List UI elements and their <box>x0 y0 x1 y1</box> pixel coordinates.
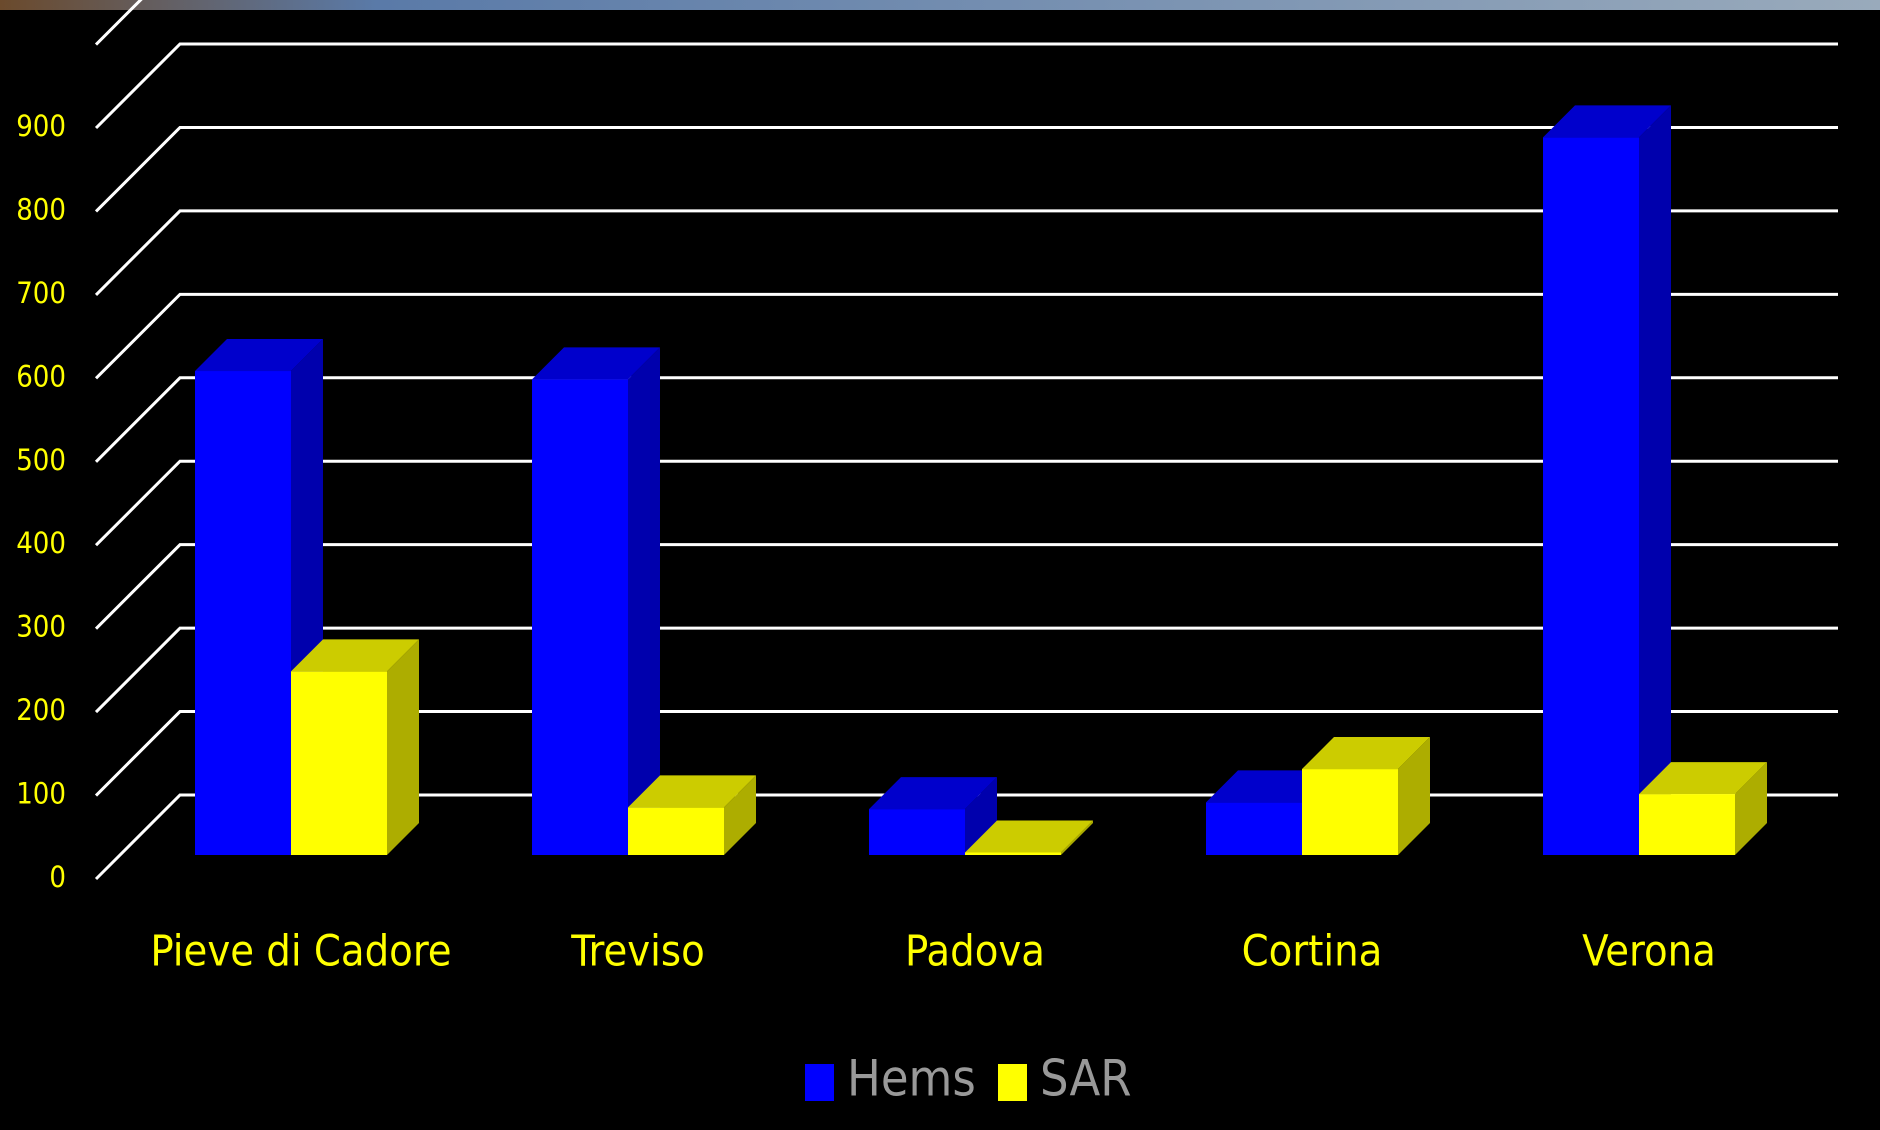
legend-swatch <box>805 1064 834 1101</box>
bar-side <box>1639 105 1671 855</box>
grid-line <box>94 209 1838 296</box>
bar <box>1639 794 1735 855</box>
y-tick-label: 0 <box>49 860 66 894</box>
grid-line <box>94 125 1838 213</box>
y-tick-label: 800 <box>16 192 66 226</box>
photo-strip <box>0 0 1880 10</box>
bar-side <box>387 639 419 855</box>
y-tick-label: 300 <box>16 610 66 644</box>
y-tick-label: 200 <box>16 693 66 727</box>
bar-side <box>965 777 997 855</box>
bar <box>1302 769 1398 855</box>
bar-top <box>532 347 660 380</box>
legend-swatch <box>998 1064 1027 1101</box>
bar <box>532 379 628 855</box>
bar-side <box>1735 762 1767 855</box>
grid-line <box>94 710 1838 797</box>
legend-label: SAR <box>1040 1050 1132 1108</box>
bar-side <box>724 775 756 855</box>
x-tick-label: Verona <box>1582 927 1716 977</box>
wall-top <box>94 0 143 46</box>
bar <box>195 371 291 855</box>
bar <box>291 671 387 855</box>
bar-top <box>291 639 419 672</box>
bar-side <box>1398 737 1430 855</box>
bar-top <box>1639 762 1767 795</box>
bar-top <box>628 775 756 808</box>
y-tick-label: 500 <box>16 443 66 477</box>
bar-top <box>965 820 1093 853</box>
bar <box>869 809 965 855</box>
y-tick-label: 700 <box>16 276 66 310</box>
grid-line <box>94 42 1838 130</box>
grid-line <box>94 376 1838 463</box>
bar <box>628 807 724 855</box>
bar-top <box>1302 737 1430 770</box>
bar <box>1543 137 1639 855</box>
x-tick-label: Pieve di Cadore <box>150 927 451 977</box>
x-tick-label: Treviso <box>570 927 705 977</box>
y-tick-label: 900 <box>16 109 66 143</box>
grid-line <box>94 626 1838 714</box>
bar-side <box>1061 820 1093 855</box>
y-tick-label: 600 <box>16 359 66 393</box>
grid-line <box>94 292 1838 380</box>
bar <box>1206 802 1302 855</box>
bar-top <box>1543 105 1671 138</box>
grid-line <box>94 543 1838 630</box>
bar <box>965 852 1061 855</box>
bar-side <box>628 347 660 855</box>
bar-top <box>195 339 323 372</box>
x-tick-label: Cortina <box>1242 927 1383 977</box>
y-tick-label: 400 <box>16 526 66 560</box>
x-tick-label: Padova <box>905 927 1045 977</box>
grid-line <box>94 459 1838 547</box>
y-tick-label: 100 <box>16 777 66 811</box>
legend-label: Hems <box>847 1050 976 1108</box>
bar-top <box>869 777 997 810</box>
